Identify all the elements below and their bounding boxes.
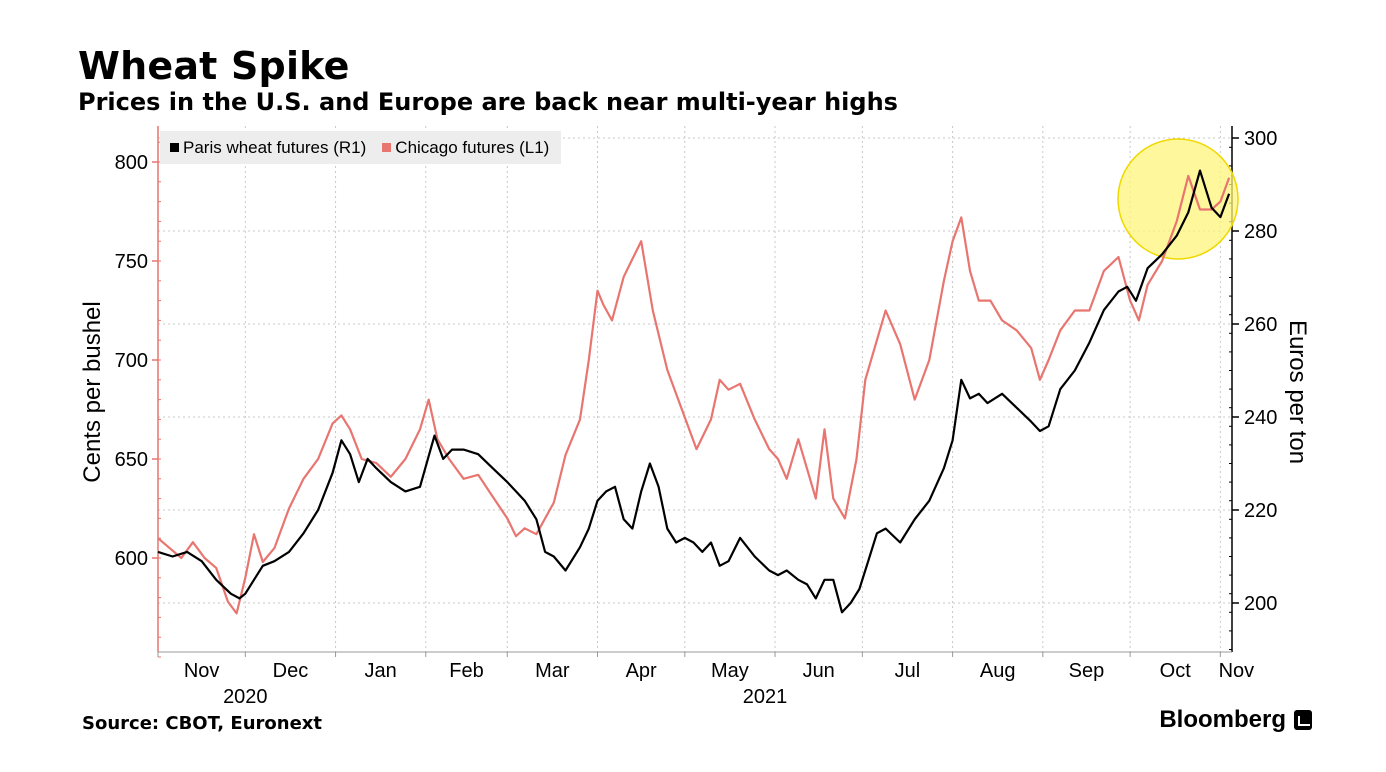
x-tick-label: Aug <box>980 660 1016 682</box>
x-tick-label: Jan <box>365 660 397 682</box>
bloomberg-terminal-icon <box>1294 710 1312 730</box>
x-tick-label: Jul <box>895 660 921 682</box>
highlight-circle <box>1117 138 1239 260</box>
right-tick-label: 300 <box>1244 128 1277 150</box>
x-tick-label: Sep <box>1069 660 1105 682</box>
x-tick-label: Feb <box>449 660 483 682</box>
x-tick-label: Apr <box>626 660 657 682</box>
legend-label-chicago: Chicago futures (L1) <box>395 137 550 157</box>
x-tick-label: Nov <box>184 660 220 682</box>
left-tick-label: 600 <box>115 548 148 570</box>
left-tick-label: 800 <box>115 152 148 174</box>
right-axis-title: Euros per ton <box>1284 320 1311 464</box>
legend-item-paris[interactable]: Paris wheat futures (R1) <box>170 138 366 158</box>
series-line-chicago <box>157 174 1231 615</box>
right-tick-label: 280 <box>1244 221 1277 243</box>
left-tick-label: 750 <box>115 251 148 273</box>
x-tick-label: Mar <box>535 660 570 682</box>
bloomberg-logo: Bloomberg <box>1159 706 1312 734</box>
left-tick-label: 650 <box>115 449 148 471</box>
legend-label-paris: Paris wheat futures (R1) <box>183 137 367 157</box>
x-tick-label: Nov <box>1219 660 1255 682</box>
chart-legend: Paris wheat futures (R1) Chicago futures… <box>160 131 562 164</box>
legend-swatch-chicago <box>382 143 392 152</box>
left-axis-title: Cents per bushel <box>79 301 106 482</box>
year-label-2021: 2021 <box>743 686 788 708</box>
chart-title: Wheat Spike <box>78 44 350 88</box>
brand-name: Bloomberg <box>1159 706 1286 733</box>
year-label-2020: 2020 <box>223 686 268 708</box>
x-tick-label: Jun <box>803 660 835 682</box>
right-tick-label: 220 <box>1244 500 1277 522</box>
x-tick-label: Dec <box>273 660 309 682</box>
legend-swatch-paris <box>170 143 179 152</box>
x-tick-label: Oct <box>1160 660 1192 682</box>
x-tick-label: May <box>711 660 749 682</box>
right-tick-label: 240 <box>1244 407 1277 429</box>
series-line-paris <box>157 169 1231 614</box>
source-note: Source: CBOT, Euronext <box>82 713 323 734</box>
chart-subtitle: Prices in the U.S. and Europe are back n… <box>78 88 898 116</box>
left-tick-label: 700 <box>115 350 148 372</box>
right-tick-label: 260 <box>1244 314 1277 336</box>
right-tick-label: 200 <box>1244 593 1277 615</box>
legend-item-chicago[interactable]: Chicago futures (L1) <box>382 138 549 158</box>
